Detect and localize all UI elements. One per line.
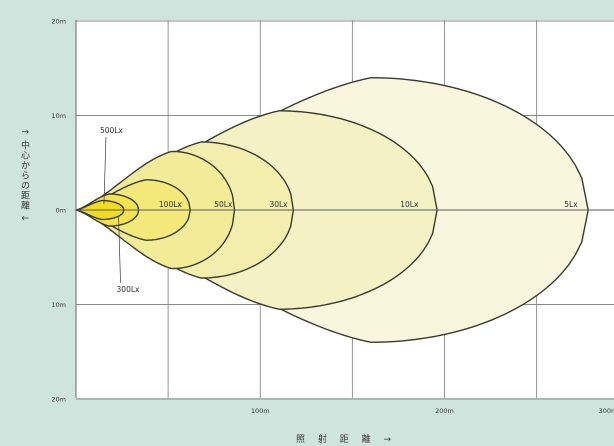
x-axis-title: 照 射 距 離 → xyxy=(296,435,396,445)
x-tick-label: 300m xyxy=(599,407,614,415)
contour-label-10lx: 10Lx xyxy=(400,200,419,209)
y-tick-label: 10m xyxy=(51,301,66,309)
callout-line xyxy=(103,136,107,205)
x-tick-label: 200m xyxy=(435,407,454,415)
contour-label-300lx: 300Lx xyxy=(117,285,140,294)
y-axis-title: ↑ 中心からの距離 ↓ xyxy=(19,128,29,223)
contour-label-5lx: 5Lx xyxy=(564,200,578,209)
callout-line xyxy=(118,215,121,284)
x-tick-label: 100m xyxy=(251,407,270,415)
x-tick-labels: 100m 200m 300m xyxy=(251,407,614,415)
contour-label-30lx: 30Lx xyxy=(269,200,288,209)
contour-label-100lx: 100Lx xyxy=(159,200,182,209)
y-tick-label: 10m xyxy=(51,112,66,120)
y-tick-label: 20m xyxy=(51,18,66,26)
contour-label-50lx: 50Lx xyxy=(214,200,233,209)
contour-label-500lx: 500Lx xyxy=(100,126,123,135)
y-tick-labels: 20m 10m 0m 10m 20m xyxy=(51,18,66,404)
y-tick-label: 0m xyxy=(56,207,66,215)
contour-labels: 5Lx 10Lx 30Lx 50Lx 100Lx 300Lx 500Lx xyxy=(100,126,578,294)
label-callouts xyxy=(103,136,121,284)
y-tick-label: 20m xyxy=(51,396,66,404)
